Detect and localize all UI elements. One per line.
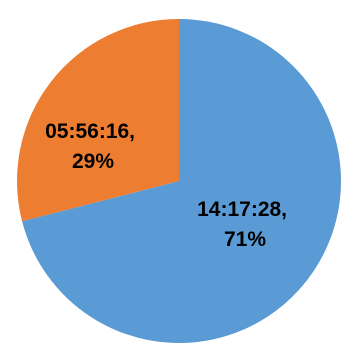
slice-label-1: 05:56:16, 29% [45,120,141,173]
slice-label-0-line2: 71% [224,228,266,251]
pie-slices [16,19,341,343]
pie-labels: 14:17:28, 71% 05:56:16, 29% [45,120,293,251]
pie-slice-0 [22,19,341,343]
slice-label-1-line2: 29% [72,150,114,173]
pie-slice-1 [16,19,179,222]
slice-label-1-line1: 05:56:16, [45,120,135,143]
slice-label-0: 14:17:28, 71% [197,198,293,251]
slice-label-0-line1: 14:17:28, [197,198,287,221]
